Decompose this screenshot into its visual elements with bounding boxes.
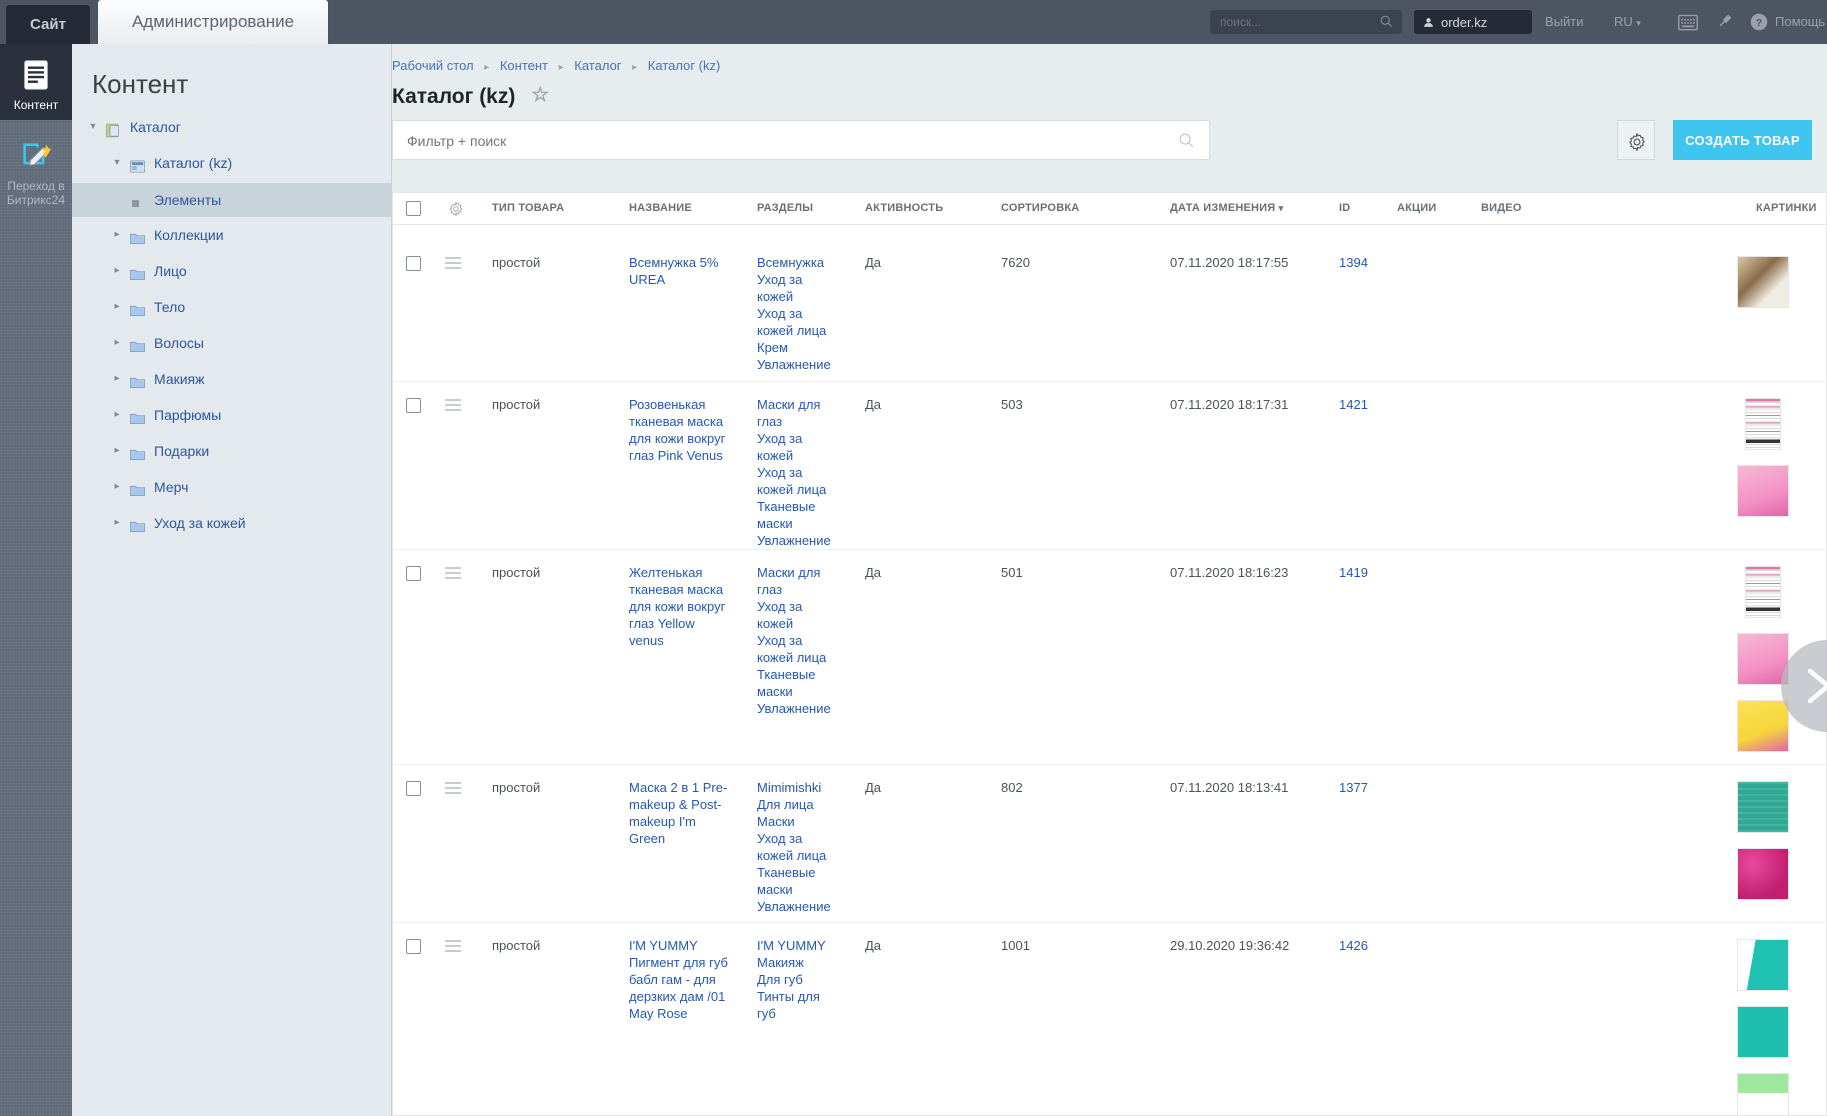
svg-text:?: ? bbox=[1756, 17, 1762, 29]
